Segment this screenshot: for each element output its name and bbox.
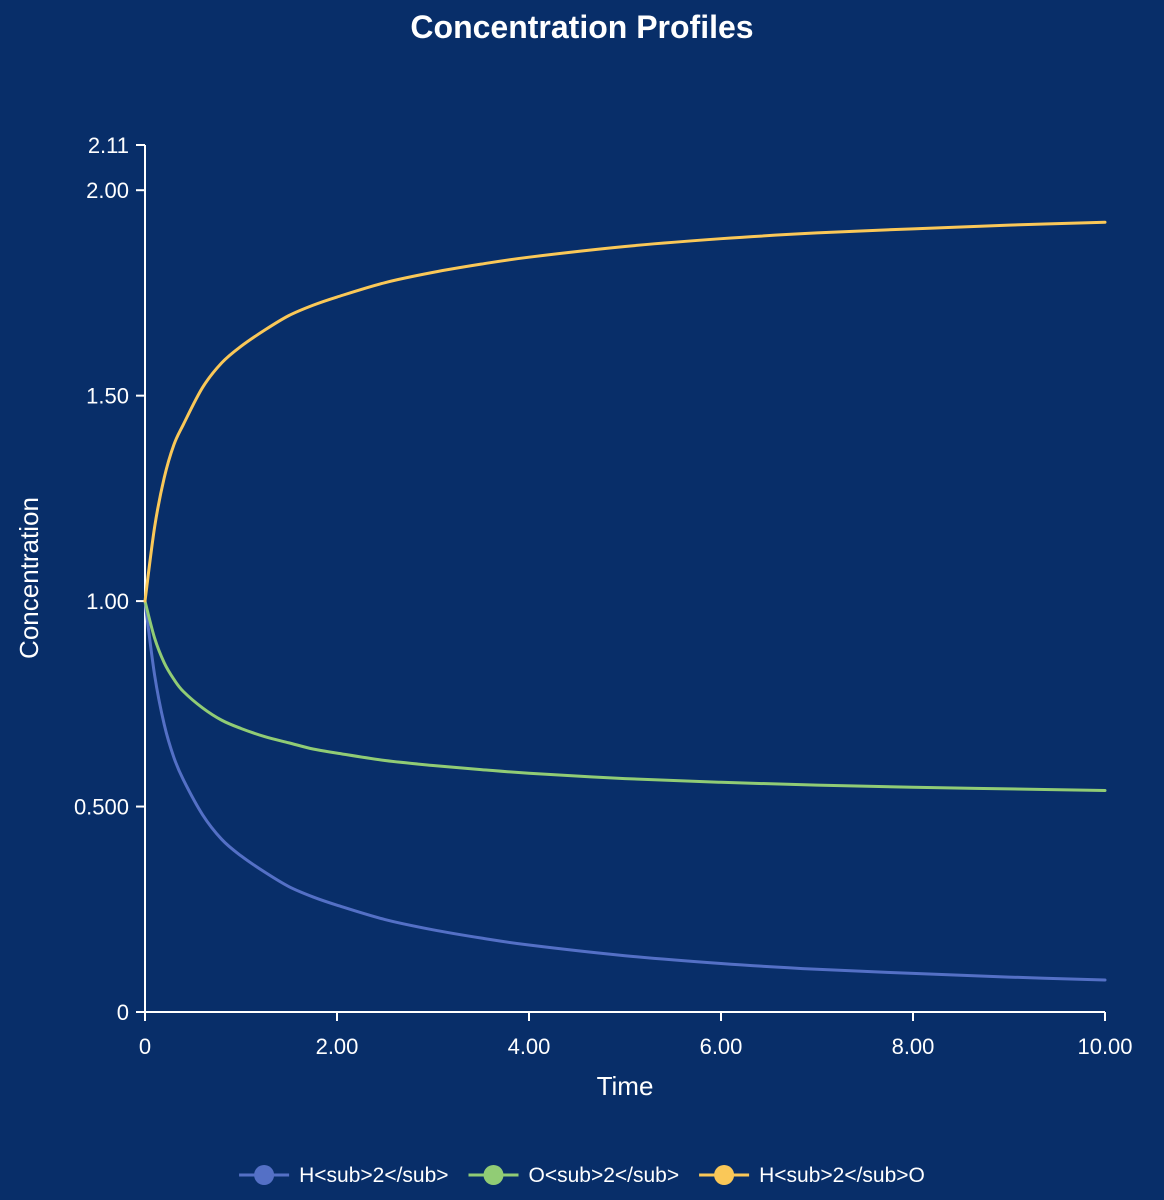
legend-label-1: O<sub>2</sub> <box>529 1164 680 1187</box>
series-line-1 <box>143 599 1107 793</box>
y-tick-label: 2.11 <box>88 133 129 158</box>
chart-title: Concentration Profiles <box>410 9 753 45</box>
x-tick-label: 6.00 <box>700 1034 743 1059</box>
legend-item-2[interactable]: H<sub>2</sub>O <box>699 1164 925 1187</box>
legend-marker-1 <box>483 1165 504 1185</box>
y-tick-label: 0.500 <box>74 795 129 820</box>
x-tick-label: 0 <box>139 1034 151 1059</box>
legend-item-1[interactable]: O<sub>2</sub> <box>468 1164 680 1187</box>
y-tick-label: 2.00 <box>86 178 129 203</box>
y-axis-title: Concentration <box>14 497 44 659</box>
x-axis-title: Time <box>597 1071 654 1101</box>
legend-marker-2 <box>714 1165 735 1185</box>
legend-label-0: H<sub>2</sub> <box>299 1164 448 1187</box>
series-line-0 <box>143 599 1107 982</box>
y-tick-label: 1.00 <box>86 589 129 614</box>
legend-item-0[interactable]: H<sub>2</sub> <box>239 1164 449 1187</box>
legend-marker-0 <box>254 1165 275 1185</box>
series-lines <box>143 220 1107 982</box>
legend-label-2: H<sub>2</sub>O <box>759 1164 925 1187</box>
axes: 0 0.500 1.00 1.50 2.00 2.11 0 2.00 4.00 6.00 8.00 1… <box>74 133 1133 1059</box>
x-tick-label: 4.00 <box>508 1034 551 1059</box>
x-tick-label: 8.00 <box>892 1034 935 1059</box>
x-tick-label: 10.00 <box>1077 1034 1132 1059</box>
series-line-2 <box>143 220 1107 603</box>
y-tick-label: 0 <box>117 1000 129 1025</box>
y-tick-label: 1.50 <box>86 384 129 409</box>
x-tick-label: 2.00 <box>316 1034 359 1059</box>
legend[interactable]: H<sub>2</sub> O<sub>2</sub> H<sub>2</sub>O <box>239 1164 925 1187</box>
